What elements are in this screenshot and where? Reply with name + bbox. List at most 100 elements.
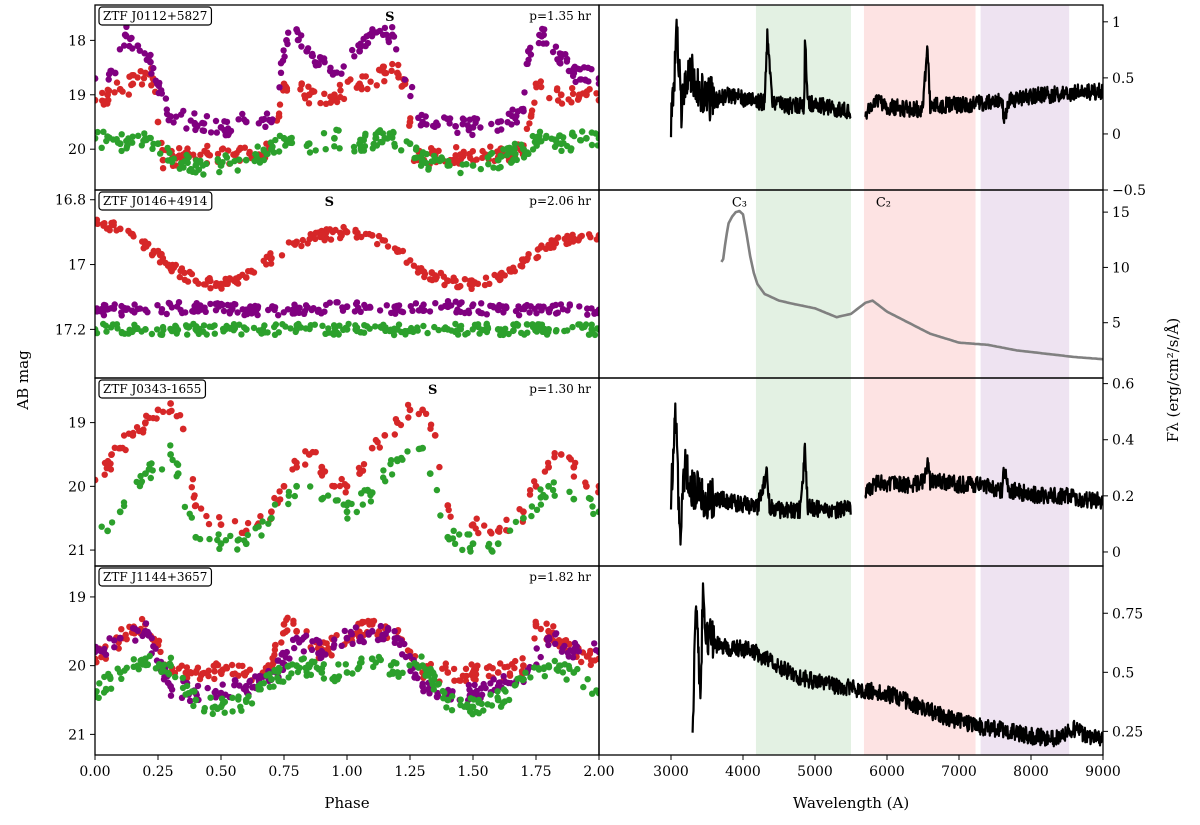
lc-point	[225, 129, 233, 137]
lc-point	[277, 69, 285, 77]
lc-point	[154, 406, 162, 414]
lc-point	[469, 162, 477, 169]
lc-point	[177, 306, 184, 314]
lc-point	[380, 321, 387, 328]
lc-point	[311, 658, 318, 666]
lc-point	[528, 512, 535, 520]
lc-point	[241, 144, 248, 151]
lc-point	[435, 326, 442, 334]
lc-point	[227, 532, 234, 540]
lc-point	[352, 326, 359, 333]
lc-point	[419, 444, 426, 452]
lc-point	[173, 413, 180, 420]
lc-point	[368, 621, 376, 628]
lc-point	[103, 328, 110, 335]
lc-point	[388, 309, 395, 317]
lc-point	[121, 330, 128, 337]
lc-point	[487, 143, 494, 150]
lc-point	[343, 669, 351, 676]
lc-point	[150, 643, 157, 650]
lc-point	[298, 656, 305, 663]
lc-point	[280, 678, 287, 685]
lc-point	[253, 154, 261, 162]
lc-point	[147, 474, 154, 482]
lc-point	[428, 145, 435, 152]
lc-point	[399, 651, 406, 658]
lc-point	[192, 533, 200, 541]
lc-point	[589, 503, 596, 510]
lc-point	[593, 90, 599, 97]
lc-point	[220, 307, 228, 315]
lc-point	[283, 37, 290, 44]
lc-point	[511, 664, 518, 672]
lc-point	[179, 425, 187, 433]
lc-point	[564, 327, 571, 334]
lc-point	[299, 236, 306, 244]
lc-point	[444, 303, 452, 311]
lc-point	[376, 444, 383, 451]
lc-point	[183, 151, 190, 159]
lc-point	[142, 655, 149, 663]
lc-point	[223, 322, 230, 330]
lc-point	[471, 321, 479, 328]
lc-point	[368, 489, 376, 497]
lc-point	[552, 310, 560, 317]
lc-point	[300, 634, 308, 641]
lc-point	[518, 329, 525, 337]
lc-point	[444, 502, 452, 509]
lc-point	[298, 43, 305, 50]
lc-point	[405, 414, 412, 421]
lc-point	[116, 225, 124, 233]
lc-point	[239, 110, 246, 118]
lc-point	[362, 42, 369, 50]
lc-point	[556, 132, 563, 139]
lc-point	[150, 64, 157, 72]
lc-point	[118, 309, 125, 316]
lc-point	[360, 35, 367, 43]
lc-point	[497, 703, 505, 710]
lc-point	[471, 681, 478, 689]
lc-point	[585, 231, 593, 238]
lc-point	[190, 702, 197, 710]
lc-point	[552, 640, 559, 647]
lc-point	[99, 89, 106, 97]
lc-point	[318, 56, 325, 63]
lc-point	[391, 431, 398, 438]
lc-point	[414, 327, 421, 334]
lc-point	[284, 139, 292, 146]
lc-point	[162, 95, 170, 102]
lc-point	[154, 140, 162, 148]
lc-point	[406, 662, 413, 669]
sp-y-tick-label: 10	[1112, 260, 1130, 276]
lc-point	[595, 508, 599, 516]
lc-point	[362, 132, 369, 139]
lc-point	[194, 682, 202, 690]
lc-point	[419, 267, 426, 275]
lc-point	[556, 50, 564, 57]
lc-point	[242, 274, 250, 281]
lc-point	[381, 78, 388, 85]
lc-point	[205, 672, 212, 680]
lc-point	[202, 308, 209, 315]
lc-point	[399, 247, 407, 255]
lc-point	[344, 515, 351, 522]
lc-point	[418, 653, 425, 660]
lc-point	[490, 164, 497, 171]
lc-marker-label: S	[428, 383, 437, 398]
lc-point	[169, 456, 176, 464]
lc-point	[275, 113, 283, 120]
lc-point	[167, 442, 174, 449]
lc-point	[349, 670, 356, 677]
lc-point	[244, 519, 252, 527]
filter-bands	[755, 5, 1070, 755]
lc-point	[129, 625, 137, 632]
lc-point	[561, 637, 568, 645]
lc-point	[192, 326, 200, 333]
lc-point	[413, 154, 421, 161]
lc-point	[549, 486, 557, 494]
lc-point	[223, 665, 231, 672]
lc-point	[356, 80, 363, 88]
lc-point	[557, 451, 565, 458]
lc-point	[118, 131, 125, 138]
lc-point	[532, 80, 540, 88]
